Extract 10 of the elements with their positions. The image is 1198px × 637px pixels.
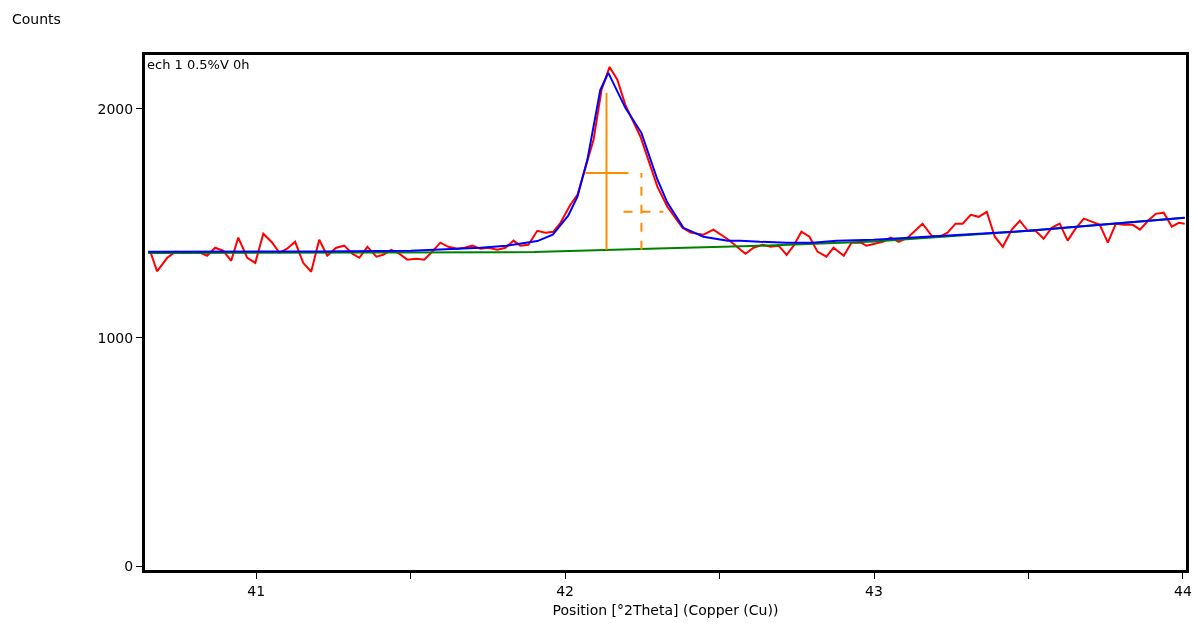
x-tick-label: 41 xyxy=(247,582,266,599)
y-tick-label: 0 xyxy=(124,558,134,575)
y-axis-title: Counts xyxy=(12,11,61,27)
x-axis-title: Position [°2Theta] (Copper (Cu)) xyxy=(552,602,779,619)
annotation: ech 1 0.5%V 0h xyxy=(147,57,250,72)
x-tick-label: 44 xyxy=(1174,582,1192,599)
y-tick-label: 2000 xyxy=(97,100,134,117)
x-tick-label: 43 xyxy=(865,582,883,599)
y-tick-label: 1000 xyxy=(97,329,134,346)
x-tick-label: 42 xyxy=(556,582,575,599)
